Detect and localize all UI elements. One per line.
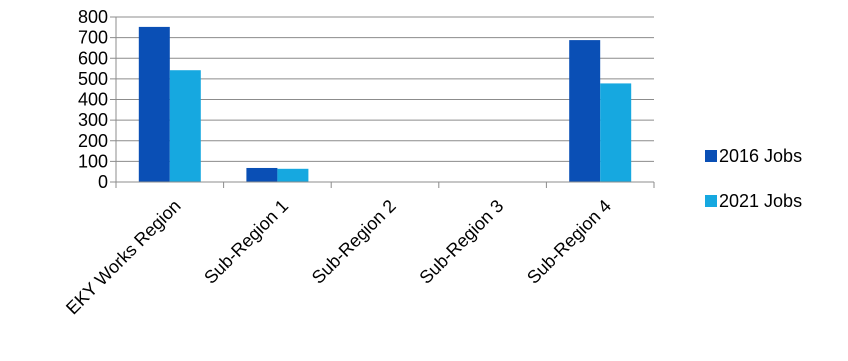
x-tick-label: Sub-Region 4 xyxy=(523,196,615,288)
legend-swatch xyxy=(705,150,717,162)
gridlines xyxy=(116,16,654,162)
x-tick-label: Sub-Region 2 xyxy=(308,196,400,288)
y-tick-label: 400 xyxy=(78,90,108,110)
bar-2021-jobs xyxy=(169,70,201,182)
legend: 2016 Jobs 2021 Jobs xyxy=(705,146,802,211)
x-tick-label: Sub-Region 1 xyxy=(200,196,292,288)
bar-2016-jobs xyxy=(569,40,601,182)
y-tick-label: 700 xyxy=(78,28,108,48)
x-tick-label: EKY Works Region xyxy=(62,196,185,319)
legend-label: 2016 Jobs xyxy=(719,146,802,166)
axes xyxy=(110,16,655,188)
y-tick-label: 0 xyxy=(98,172,108,192)
y-tick-label: 100 xyxy=(78,151,108,171)
bar-2021-jobs xyxy=(600,83,632,182)
x-tick-label: Sub-Region 3 xyxy=(415,196,507,288)
legend-swatch xyxy=(705,195,717,207)
bar-2021-jobs xyxy=(277,168,309,182)
legend-label: 2021 Jobs xyxy=(719,191,802,211)
y-tick-label: 200 xyxy=(78,131,108,151)
y-tick-label: 800 xyxy=(78,7,108,27)
bar-2016-jobs xyxy=(246,167,278,182)
bars xyxy=(138,26,632,183)
y-tick-label: 500 xyxy=(78,69,108,89)
y-tick-label: 600 xyxy=(78,48,108,68)
y-tick-label: 300 xyxy=(78,110,108,130)
bar-2016-jobs xyxy=(138,26,170,183)
x-axis-tick-labels: EKY Works Region Sub-Region 1 Sub-Region 2… xyxy=(62,196,615,319)
